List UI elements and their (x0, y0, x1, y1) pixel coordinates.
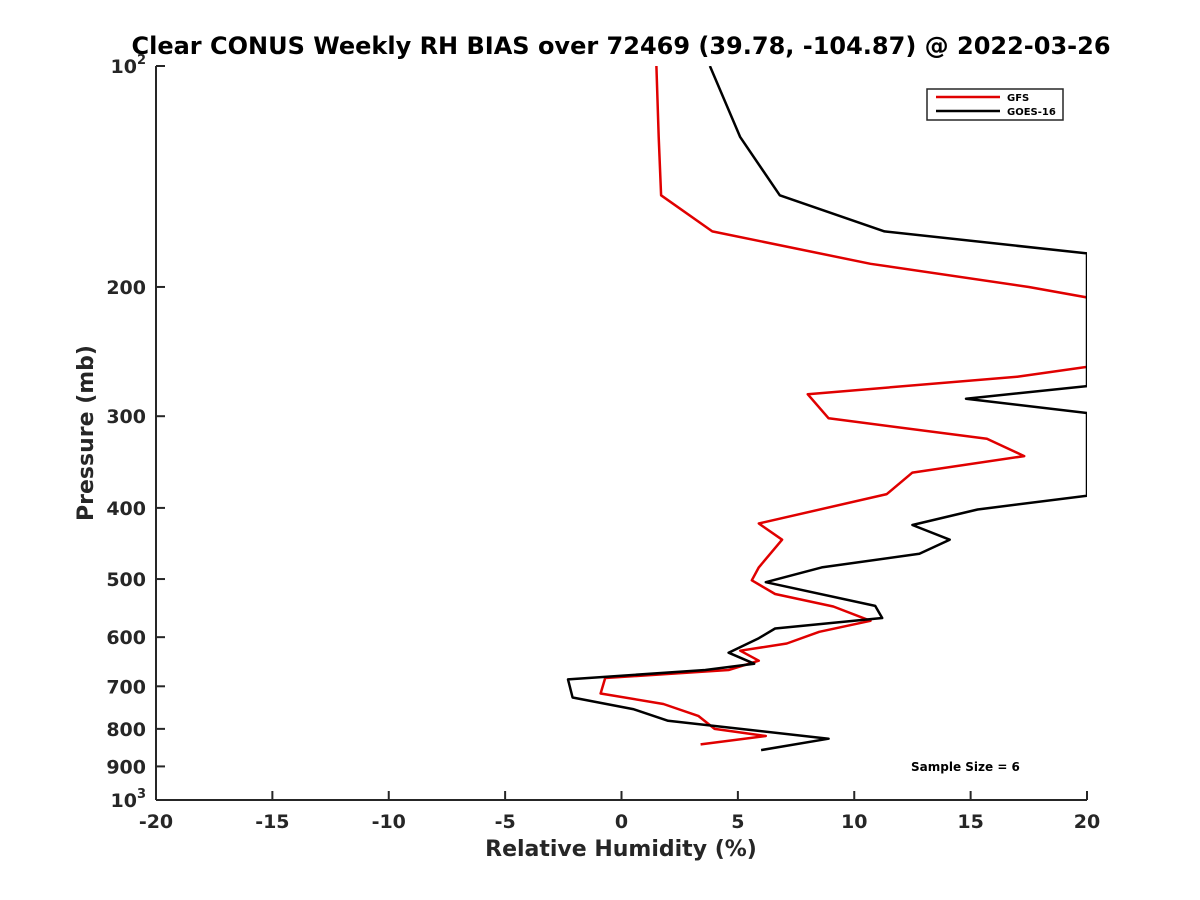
sample-size-annotation: Sample Size = 6 (911, 760, 1020, 774)
y-tick-label: 600 (106, 627, 146, 649)
x-tick-label: 15 (957, 811, 983, 833)
x-tick-label: 10 (841, 811, 867, 833)
x-tick-label: -5 (495, 811, 516, 833)
y-tick-label: 700 (106, 676, 146, 698)
y-axis-label: Pressure (mb) (74, 345, 99, 521)
y-tick-label: 200 (106, 277, 146, 299)
x-ticks: -20 -15 -10 -5 0 5 10 15 20 (139, 791, 1100, 833)
x-tick-label: 20 (1074, 811, 1100, 833)
y-ticks: 102 200 300 400 500 600 700 800 900 103 (106, 53, 165, 812)
chart-title: Clear CONUS Weekly RH BIAS over 72469 (3… (131, 32, 1110, 60)
x-tick-label: -20 (139, 811, 173, 833)
x-tick-label: 0 (615, 811, 628, 833)
y-tick-label: 300 (106, 406, 146, 428)
series-layer (566, 66, 1087, 752)
y-tick-label: 500 (106, 569, 146, 591)
y-tick-label: 102 (111, 53, 147, 78)
legend-label-gfs: GFS (1007, 93, 1029, 104)
x-axis-label: Relative Humidity (%) (485, 837, 757, 862)
x-tick-label: 5 (731, 811, 744, 833)
legend-box (926, 88, 1064, 121)
legend-label-goes16: GOES-16 (1007, 107, 1056, 118)
y-tick-label: 400 (106, 498, 146, 520)
y-tick-label: 900 (106, 756, 146, 778)
series-line-goes16 (566, 66, 1087, 752)
y-tick-label: 103 (111, 787, 147, 812)
x-tick-label: -15 (255, 811, 289, 833)
x-tick-label: -10 (372, 811, 406, 833)
y-tick-label: 800 (106, 719, 146, 741)
legend: GFS GOES-16 (926, 88, 1064, 121)
series-line-gfs (599, 66, 1087, 746)
